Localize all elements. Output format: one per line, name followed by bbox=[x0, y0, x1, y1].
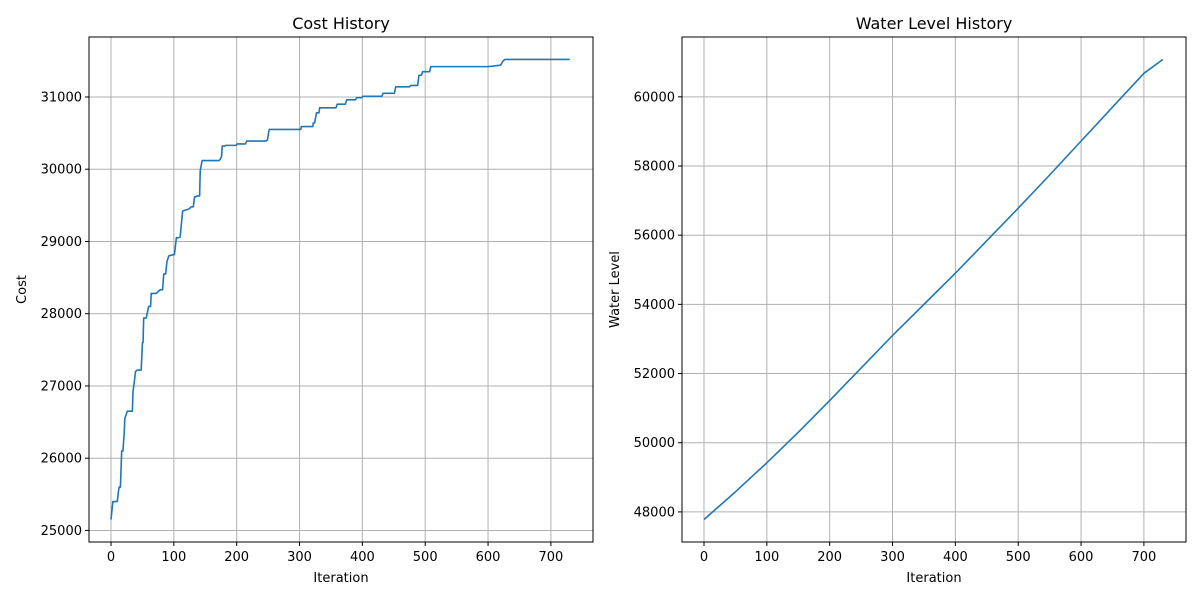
x-tick-label: 100 bbox=[161, 550, 186, 565]
plot-frame bbox=[88, 36, 594, 543]
y-tick-label: 30000 bbox=[41, 163, 82, 178]
y-axis-label: Water Level bbox=[608, 251, 623, 328]
y-tick-label: 29000 bbox=[41, 235, 82, 250]
y-axis-label: Cost bbox=[15, 275, 30, 304]
x-tick-label: 500 bbox=[413, 550, 438, 565]
chart-panel-2: 0 100 200 300 400 500 600 700 48000 50000 52000 540… bbox=[608, 14, 1187, 586]
y-tick-label: 58000 bbox=[634, 160, 675, 175]
y-tick-label: 31000 bbox=[41, 90, 82, 105]
x-tick-label: 200 bbox=[817, 550, 842, 565]
y-tick-label: 26000 bbox=[41, 452, 82, 467]
x-tick-label: 0 bbox=[107, 550, 115, 565]
x-tick-label: 600 bbox=[1069, 550, 1094, 565]
series-line bbox=[110, 58, 570, 520]
y-tick-label: 28000 bbox=[41, 307, 82, 322]
y-tick-label: 48000 bbox=[634, 505, 675, 520]
x-axis-label: Iteration bbox=[906, 571, 961, 586]
y-tick-label: 60000 bbox=[634, 90, 675, 105]
chart-panel-1: 0 100 200 300 400 500 600 700 25000 26000 27000 280… bbox=[15, 14, 594, 586]
x-tick-label: 300 bbox=[880, 550, 905, 565]
x-tick-label: 300 bbox=[287, 550, 312, 565]
x-tick-label: 100 bbox=[754, 550, 779, 565]
x-tick-label: 500 bbox=[1006, 550, 1031, 565]
chart-title: Cost History bbox=[292, 14, 390, 33]
y-tick-label: 56000 bbox=[634, 229, 675, 244]
series-line bbox=[703, 58, 1164, 521]
x-axis-label: Iteration bbox=[313, 571, 368, 586]
x-tick-label: 400 bbox=[350, 550, 375, 565]
x-tick-label: 600 bbox=[476, 550, 501, 565]
y-tick-label: 50000 bbox=[634, 436, 675, 451]
x-tick-label: 200 bbox=[224, 550, 249, 565]
x-tick-label: 700 bbox=[1131, 550, 1156, 565]
y-tick-label: 54000 bbox=[634, 298, 675, 313]
y-tick-label: 52000 bbox=[634, 367, 675, 382]
chart-title: Water Level History bbox=[856, 14, 1013, 33]
y-tick-label: 25000 bbox=[41, 524, 82, 539]
x-tick-label: 400 bbox=[943, 550, 968, 565]
y-tick-label: 27000 bbox=[41, 379, 82, 394]
plot-frame bbox=[681, 36, 1187, 543]
x-tick-label: 0 bbox=[700, 550, 708, 565]
x-tick-label: 700 bbox=[538, 550, 563, 565]
